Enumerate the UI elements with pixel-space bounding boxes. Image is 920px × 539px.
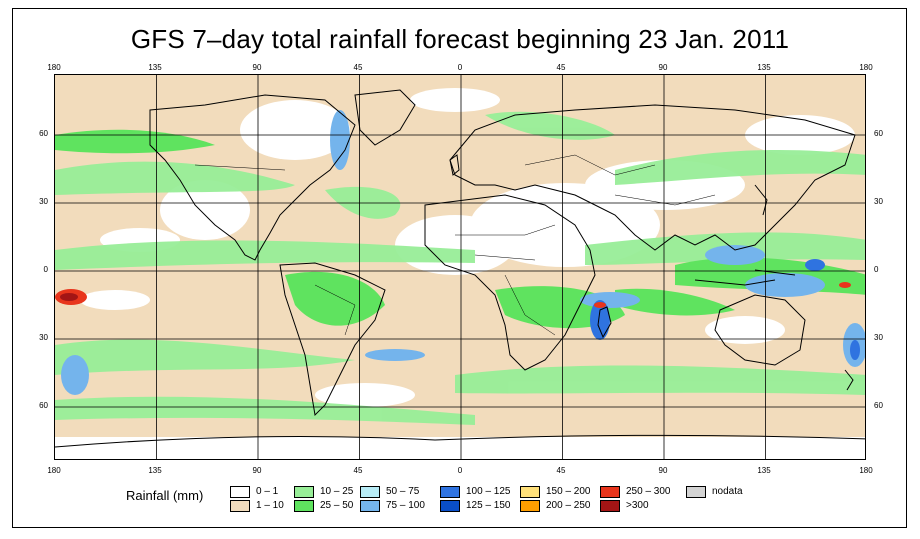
legend-label: 125 – 150 bbox=[466, 500, 511, 511]
legend-swatch-150-200 bbox=[520, 486, 540, 498]
heavy-rain-cells bbox=[61, 110, 865, 395]
legend-label: 0 – 1 bbox=[256, 486, 279, 497]
legend-swatch-50-75 bbox=[360, 486, 380, 498]
legend-label: 25 – 50 bbox=[320, 500, 354, 511]
lon-tick-bottom: 135 bbox=[148, 466, 162, 475]
lon-tick-top: 45 bbox=[353, 63, 363, 72]
legend-label: 250 – 300 bbox=[626, 486, 671, 497]
legend-swatch-200-250 bbox=[520, 500, 540, 512]
lon-tick-bottom: 135 bbox=[757, 466, 771, 475]
legend-swatch-nodata bbox=[686, 486, 706, 498]
legend-swatch-over-300 bbox=[600, 500, 620, 512]
legend-swatch-125-150 bbox=[440, 500, 460, 512]
legend-swatch-250-300 bbox=[600, 486, 620, 498]
lat-tick-left: 60 bbox=[39, 401, 48, 410]
legend-title: Rainfall (mm) bbox=[126, 488, 204, 503]
lat-tick-right: 0 bbox=[874, 265, 879, 274]
lon-tick-top: 90 bbox=[252, 63, 262, 72]
legend-label: >300 bbox=[626, 500, 649, 511]
very-heavy-rain-cells bbox=[590, 259, 860, 360]
legend-label: 50 – 75 bbox=[386, 486, 420, 497]
lon-tick-bottom: 45 bbox=[556, 466, 566, 475]
lat-tick-right: 60 bbox=[874, 129, 883, 138]
lon-tick-top: 45 bbox=[556, 63, 566, 72]
legend-label: 200 – 250 bbox=[546, 500, 591, 511]
lon-tick-top: 0 bbox=[457, 63, 463, 72]
legend-swatch-25-50 bbox=[294, 500, 314, 512]
graticule bbox=[55, 75, 865, 459]
legend-label: 150 – 200 bbox=[546, 486, 591, 497]
legend-swatch-10-25 bbox=[294, 486, 314, 498]
legend-swatch-0-1 bbox=[230, 486, 250, 498]
lat-tick-left: 60 bbox=[39, 129, 48, 138]
lat-tick-right: 60 bbox=[874, 401, 883, 410]
lon-tick-top: 90 bbox=[658, 63, 668, 72]
lon-tick-bottom: 90 bbox=[658, 466, 668, 475]
lon-tick-bottom: 0 bbox=[457, 466, 463, 475]
legend-label: 1 – 10 bbox=[256, 500, 284, 511]
lat-tick-left: 30 bbox=[39, 197, 48, 206]
lon-tick-bottom: 180 bbox=[859, 466, 873, 475]
legend-swatch-100-125 bbox=[440, 486, 460, 498]
coastlines bbox=[55, 89, 865, 448]
legend-label: 100 – 125 bbox=[466, 486, 511, 497]
lon-tick-bottom: 45 bbox=[353, 466, 363, 475]
lat-tick-left: 30 bbox=[39, 333, 48, 342]
lat-tick-left: 0 bbox=[43, 265, 48, 274]
extreme-rain-cells bbox=[55, 282, 851, 308]
lon-tick-top: 135 bbox=[148, 63, 162, 72]
lat-tick-right: 30 bbox=[874, 333, 883, 342]
rainfall-map[interactable] bbox=[54, 74, 866, 460]
lat-tick-right: 30 bbox=[874, 197, 883, 206]
legend-label: nodata bbox=[712, 486, 743, 497]
legend-swatch-75-100 bbox=[360, 500, 380, 512]
legend-label: 10 – 25 bbox=[320, 486, 354, 497]
legend-label: 75 – 100 bbox=[386, 500, 425, 511]
country-borders bbox=[194, 154, 716, 336]
map-title: GFS 7–day total rainfall forecast beginn… bbox=[130, 24, 790, 54]
legend-swatch-1-10 bbox=[230, 500, 250, 512]
lon-tick-top: 180 bbox=[47, 63, 61, 72]
lon-tick-top: 135 bbox=[757, 63, 771, 72]
lon-tick-bottom: 90 bbox=[252, 466, 262, 475]
lon-tick-bottom: 180 bbox=[47, 466, 61, 475]
lon-tick-top: 180 bbox=[859, 63, 873, 72]
